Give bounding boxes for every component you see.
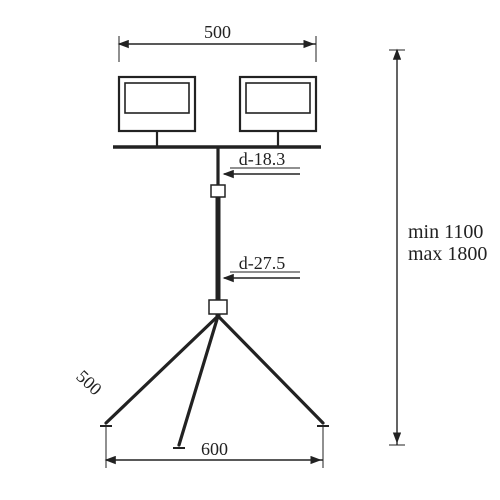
dim-pole-lower-label: d-27.5 bbox=[239, 253, 286, 273]
floodlight-head-right bbox=[240, 77, 316, 147]
dim-pole-lower: d-27.5 bbox=[224, 253, 300, 278]
diagram-root: 500 d-18.3 d-27.5 500 600 min 11 bbox=[0, 0, 500, 500]
dim-top-span: 500 bbox=[119, 22, 316, 62]
dim-pole-upper: d-18.3 bbox=[224, 149, 300, 174]
telescoping-joint-upper bbox=[211, 185, 225, 197]
dim-height-max-label: max 1800 bbox=[408, 243, 487, 265]
dim-base-span-label: 600 bbox=[201, 439, 228, 459]
dim-base-span: 600 bbox=[106, 427, 323, 468]
telescoping-joint-lower bbox=[209, 300, 227, 314]
dim-pole-upper-label: d-18.3 bbox=[239, 149, 286, 169]
dim-leg-label: 500 bbox=[72, 366, 105, 399]
dim-top-span-label: 500 bbox=[204, 22, 231, 42]
drawing-canvas: 500 d-18.3 d-27.5 500 600 min 11 bbox=[0, 0, 500, 500]
floodlight-head-left bbox=[119, 77, 195, 147]
dim-height: min 1100 max 1800 bbox=[389, 50, 487, 445]
dim-height-min-label: min 1100 bbox=[408, 221, 483, 243]
tripod-legs bbox=[106, 316, 323, 445]
